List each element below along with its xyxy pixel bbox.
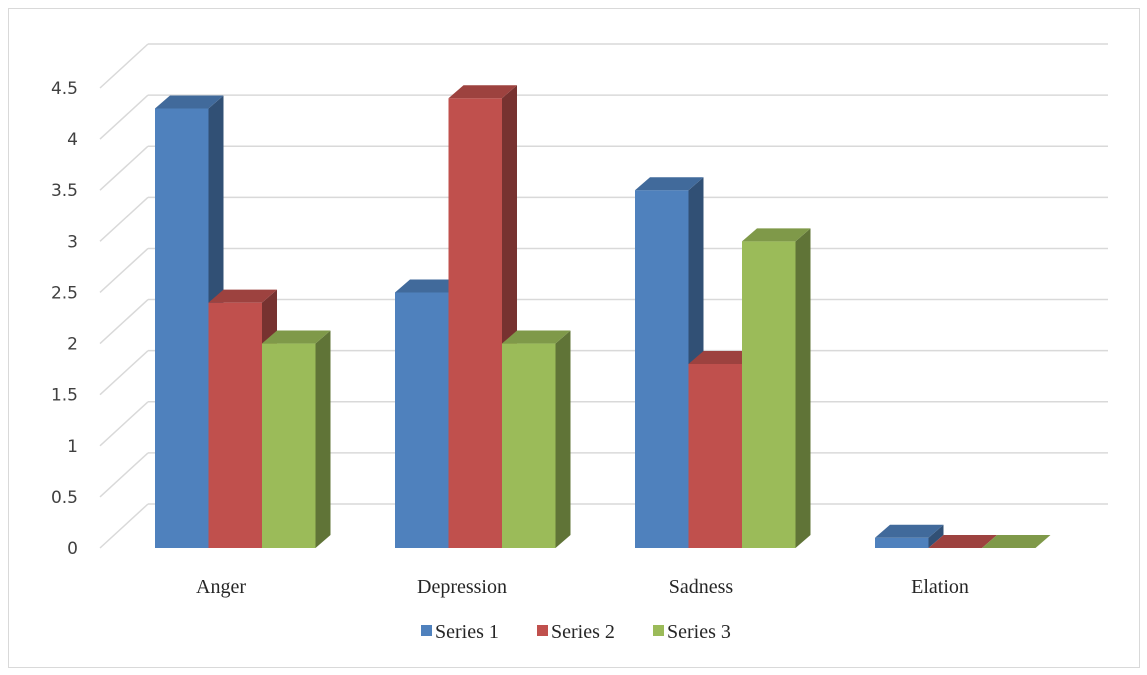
bar-top [742,228,811,242]
bar-anger-series-3 [262,330,331,548]
gridline-diagonal [99,247,149,293]
bar-front [875,537,929,548]
gridline-diagonal [99,43,149,89]
bar-front [262,343,316,548]
y-tick-label: 3 [67,232,78,252]
bar-elation-series-3 [982,535,1051,548]
gridline-diagonal [99,196,149,242]
bar-side [795,228,811,549]
x-tick-label: Sadness [669,576,734,598]
bar-depression-series-2 [448,85,517,548]
x-tick-label: Anger [196,576,246,598]
bar-front [155,108,209,548]
bar-front [208,302,262,548]
bar-front [742,241,796,549]
y-tick-label: 1.5 [51,386,78,406]
gridline-diagonal [99,503,149,549]
bar-top [208,289,277,303]
y-tick-label: 4 [67,130,78,150]
legend: Series 1 Series 2 Series 3 [421,621,731,643]
bar-top [688,351,757,364]
bar-front [395,292,449,548]
bar-front [502,343,556,548]
legend-label: Series 2 [551,621,615,643]
legend-swatch [653,625,664,636]
x-tick-label: Elation [911,576,969,598]
bar-front [688,364,742,548]
y-tick-label: 4.5 [51,79,78,99]
legend-label: Series 3 [667,621,731,643]
y-tick-label: 1 [67,437,78,457]
legend-swatch [421,625,432,636]
bar-front [448,98,502,548]
bar-side [315,330,331,548]
y-axis-ticks: 0 0.5 1 1.5 2 2.5 3 3.5 4 4.5 [51,79,78,559]
gridline-diagonal [99,350,149,396]
bar-top [635,177,704,191]
legend-label: Series 1 [435,621,499,643]
bars-layer [155,85,1051,549]
bar-top [448,85,517,99]
bar-elation-series-1 [875,524,944,548]
bar-top [262,330,331,344]
bar-sadness-series-3 [742,228,811,549]
bar-top [502,330,571,344]
y-tick-label: 3.5 [51,181,78,201]
y-tick-label: 0 [67,539,78,559]
gridline-diagonal [99,452,149,498]
legend-item: Series 2 [537,621,615,643]
y-tick-label: 2 [67,335,78,355]
legend-item: Series 3 [653,621,731,643]
bar-side [555,330,571,548]
bar-top [928,535,997,548]
bar-depression-series-3 [502,330,571,548]
bar-top [395,279,464,293]
x-axis-categories: Anger Depression Sadness Elation [196,576,969,598]
gridline-diagonal [99,299,149,345]
y-tick-label: 0.5 [51,488,78,508]
bar-sadness-series-1 [635,177,704,548]
legend-item: Series 1 [421,621,499,643]
gridline-diagonal [99,145,149,191]
bar-side [928,524,944,548]
x-tick-label: Depression [417,576,507,598]
bar-top [155,95,224,109]
bar-front [635,190,689,548]
bar-top [875,524,944,538]
gridline-diagonal [99,94,149,140]
legend-swatch [537,625,548,636]
y-tick-label: 2.5 [51,283,78,303]
bar-elation-series-2 [928,535,997,548]
bar-top [982,535,1051,548]
gridline-diagonal [99,401,149,447]
